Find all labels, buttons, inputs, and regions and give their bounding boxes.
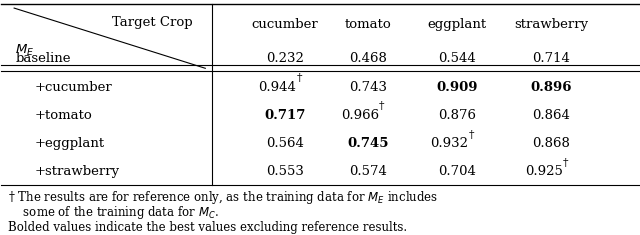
Text: cucumber: cucumber [252,18,318,31]
Text: $M_E$: $M_E$ [15,43,35,58]
Text: tomato: tomato [344,18,391,31]
Text: 0.717: 0.717 [264,109,306,122]
Text: 0.909: 0.909 [436,81,477,94]
Text: 0.574: 0.574 [349,165,387,179]
Text: †: † [296,73,301,83]
Text: 0.232: 0.232 [266,52,304,65]
Text: 0.868: 0.868 [532,137,570,150]
Text: +tomato: +tomato [35,109,92,122]
Text: 0.925: 0.925 [525,165,563,179]
Text: 0.932: 0.932 [430,137,468,150]
Text: strawberry: strawberry [515,18,588,31]
Text: +strawberry: +strawberry [35,165,120,179]
Text: +cucumber: +cucumber [35,81,112,94]
Text: 0.944: 0.944 [259,81,296,94]
Text: †: † [563,158,568,168]
Text: +eggplant: +eggplant [35,137,105,150]
Text: 0.564: 0.564 [266,137,304,150]
Text: † The results are for reference only, as the training data for $M_E$ includes: † The results are for reference only, as… [8,189,438,206]
Text: †: † [379,101,385,111]
Text: 0.714: 0.714 [532,52,570,65]
Text: Target Crop: Target Crop [112,16,193,29]
Text: eggplant: eggplant [428,18,486,31]
Text: some of the training data for $M_C$.: some of the training data for $M_C$. [8,204,219,221]
Text: 0.966: 0.966 [341,109,380,122]
Text: 0.896: 0.896 [531,81,572,94]
Text: †: † [468,130,474,140]
Text: 0.864: 0.864 [532,109,570,122]
Text: 0.553: 0.553 [266,165,304,179]
Text: 0.468: 0.468 [349,52,387,65]
Text: 0.544: 0.544 [438,52,476,65]
Text: 0.743: 0.743 [349,81,387,94]
Text: baseline: baseline [15,52,71,65]
Text: 0.876: 0.876 [438,109,476,122]
Text: 0.704: 0.704 [438,165,476,179]
Text: 0.745: 0.745 [347,137,388,150]
Text: Bolded values indicate the best values excluding reference results.: Bolded values indicate the best values e… [8,221,407,234]
